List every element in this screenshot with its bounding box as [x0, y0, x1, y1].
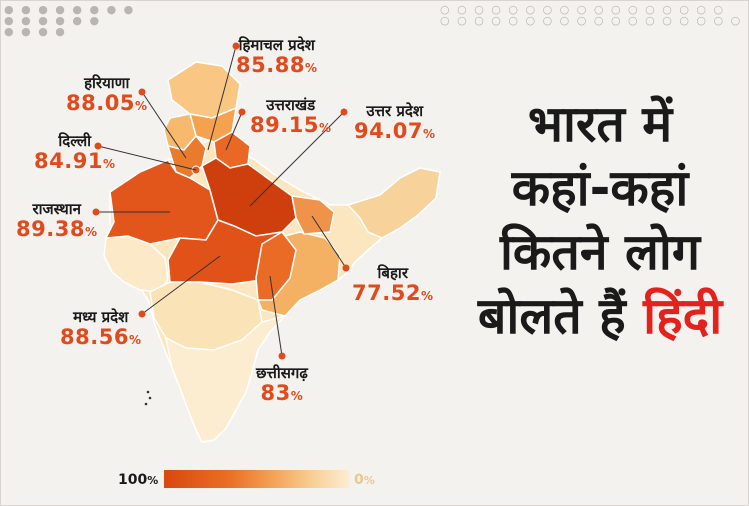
leader-dot-delhi — [94, 142, 102, 150]
state-percent: 94.07% — [354, 120, 435, 142]
leader-madhya-pradesh — [141, 255, 221, 315]
percent-value: 83 — [260, 380, 291, 405]
percent-value: 77.52 — [352, 280, 421, 305]
state-percent: 89.38% — [16, 218, 97, 240]
state-name: उत्तर प्रदेश — [366, 102, 424, 120]
state-name: उत्तराखंड — [266, 96, 316, 114]
state-percent: 84.91% — [34, 150, 115, 172]
leader-dots — [92, 42, 350, 360]
percent-value: 94.07 — [354, 118, 423, 143]
leader-dot-haryana — [138, 88, 146, 96]
map-south — [164, 314, 288, 443]
percent-value: 88.05 — [66, 90, 135, 115]
label-madhya-pradesh: मध्य प्रदेश 88.56% — [60, 308, 141, 348]
headline: भारत में कहां-कहां कितने लोग बोलते हैं ह… — [455, 92, 745, 348]
leader-dot-uttar-pradesh — [340, 108, 348, 116]
map-island-dot — [146, 390, 150, 394]
map-island-dot — [148, 396, 152, 400]
label-delhi: दिल्ली 84.91% — [34, 132, 115, 172]
legend-low-value: 0 — [354, 472, 364, 488]
map-bihar — [291, 195, 335, 235]
legend-low-label: 0% — [354, 472, 375, 488]
leader-chhattisgarh — [269, 275, 283, 357]
percent-value: 84.91 — [34, 148, 103, 173]
leader-dot-bihar — [342, 264, 350, 272]
state-name: छत्तीसगढ़ — [256, 364, 308, 382]
legend-high-value: 100 — [118, 472, 148, 488]
decorative-dots-left: ● ● ● ● ● ● ● ● ● ● ● ● ● ● ● ● ● ● — [4, 3, 136, 38]
leader-dot-rajasthan — [92, 208, 100, 216]
label-rajasthan: राजस्थान 89.38% — [16, 200, 97, 240]
leader-bihar — [311, 215, 347, 269]
percent-unit: % — [318, 120, 332, 135]
state-name: मध्य प्रदेश — [73, 308, 129, 326]
percent-unit: % — [128, 332, 142, 347]
label-uttar-pradesh: उत्तर प्रदेश 94.07% — [354, 102, 435, 142]
label-chhattisgarh: छत्तीसगढ़ 83% — [256, 364, 308, 404]
leader-dot-uttarakhand — [238, 108, 246, 116]
leader-uttarakhand — [225, 111, 243, 151]
percent-unit: % — [304, 60, 318, 75]
headline-line-2: कहां-कहां — [511, 159, 689, 217]
leader-uttar-pradesh — [249, 111, 345, 207]
percent-value: 88.56 — [60, 324, 129, 349]
percent-unit: % — [102, 156, 116, 171]
state-percent: 88.56% — [60, 326, 141, 348]
leader-himachal — [207, 45, 237, 151]
map-island-dot — [144, 402, 148, 406]
percent-value: 85.88 — [236, 52, 305, 77]
label-bihar: बिहार 77.52% — [352, 264, 433, 304]
percent-unit: % — [422, 126, 436, 141]
leader-lines — [96, 45, 347, 357]
legend-low-unit: % — [363, 474, 375, 487]
legend-gradient-bar — [164, 470, 350, 488]
state-name: हरियाणा — [84, 74, 130, 92]
headline-line-4-text: बोलते हैं — [477, 287, 626, 345]
legend-high-unit: % — [147, 474, 159, 487]
map-chhattisgarh — [255, 231, 297, 301]
headline-line-1: भारत में — [527, 95, 673, 153]
headline-highlight: हिंदी — [643, 287, 723, 345]
headline-line-3: कितने लोग — [499, 223, 700, 281]
state-name: हिमाचल प्रदेश — [238, 36, 315, 54]
state-percent: 88.05% — [66, 92, 147, 114]
percent-value: 89.15 — [250, 112, 319, 137]
headline-line-4: बोलते हैं हिंदी — [455, 284, 745, 348]
leader-delhi — [97, 145, 197, 171]
label-haryana: हरियाणा 88.05% — [66, 74, 147, 114]
decorative-dots-right: ○ ○ ○ ○ ○ ○ ○ ○ ○ ○ ○ ○ ○ ○ ○ ○ ○ ○ ○ ○ ○… — [440, 3, 743, 27]
leader-dot-chhattisgarh — [278, 352, 286, 360]
leader-dot-madhya-pradesh — [138, 310, 146, 318]
leader-dot-himachal — [232, 42, 240, 50]
state-name: बिहार — [377, 264, 408, 282]
percent-value: 89.38 — [16, 216, 85, 241]
state-name: राजस्थान — [32, 200, 81, 218]
leader-haryana — [141, 91, 187, 159]
percent-unit: % — [290, 388, 304, 403]
label-uttarakhand: उत्तराखंड 89.15% — [250, 96, 331, 136]
percent-unit: % — [84, 224, 98, 239]
state-percent: 89.15% — [250, 114, 331, 136]
legend-high-label: 100% — [118, 472, 158, 488]
state-percent: 77.52% — [352, 282, 433, 304]
state-percent: 83% — [256, 382, 308, 404]
percent-unit: % — [134, 98, 148, 113]
label-himachal: हिमाचल प्रदेश 85.88% — [236, 36, 317, 76]
state-name: दिल्ली — [58, 132, 92, 150]
state-percent: 85.88% — [236, 54, 317, 76]
map-northeast — [346, 167, 441, 239]
percent-unit: % — [420, 288, 434, 303]
